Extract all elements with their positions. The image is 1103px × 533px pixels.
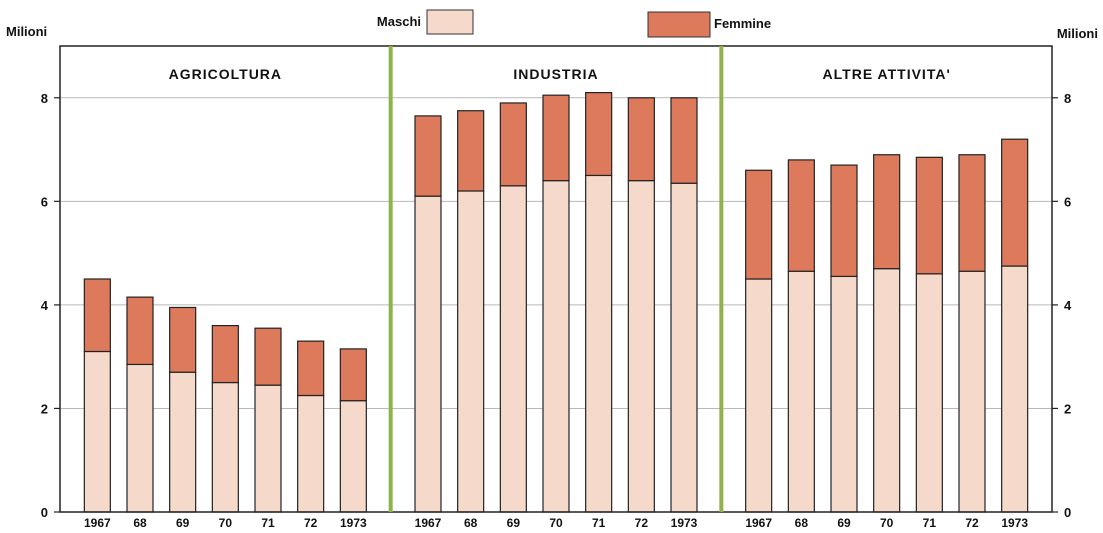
x-tick-label: 70: [219, 516, 233, 530]
y-tick-label-left: 4: [41, 298, 49, 313]
bar-maschi: [670, 182, 698, 513]
panel-title: ALTRE ATTIVITA': [823, 66, 951, 82]
y-tick-label-left: 2: [41, 401, 48, 416]
legend-swatch-femmine: [647, 11, 711, 38]
bar-femmine: [297, 340, 325, 397]
y-tick-label-right: 2: [1064, 401, 1071, 416]
bar-femmine: [745, 169, 773, 280]
labels-layer: Milioni Milioni 0 02 24 46 68 8AGRICOLTURA196…: [6, 24, 1098, 530]
x-tick-label: 68: [464, 516, 478, 530]
x-tick-label: 1973: [671, 516, 698, 530]
plot-frame: [59, 45, 1053, 513]
x-tick-label: 69: [507, 516, 521, 530]
bar-maschi: [1001, 265, 1029, 513]
y-axis-label-right: Milioni: [1057, 26, 1098, 41]
x-tick-label: 72: [965, 516, 979, 530]
bar-maschi: [457, 190, 485, 513]
bar-maschi: [211, 381, 239, 513]
bar-femmine: [585, 91, 613, 177]
x-tick-label: 68: [133, 516, 147, 530]
bar-maschi: [787, 270, 815, 513]
x-tick-label: 69: [176, 516, 190, 530]
legend-label-femmine: Femmine: [714, 16, 771, 31]
y-axis-label-left: Milioni: [6, 24, 47, 39]
bar-femmine: [457, 110, 485, 192]
bar-femmine: [83, 278, 111, 353]
bar-maschi: [542, 180, 570, 513]
bar-femmine: [499, 102, 527, 187]
bar-maschi: [126, 363, 154, 513]
bar-femmine: [414, 115, 442, 197]
frame-layer: [59, 45, 1053, 513]
x-tick-label: 69: [837, 516, 851, 530]
x-tick-label: 68: [795, 516, 809, 530]
bar-maschi: [830, 275, 858, 513]
bar-maschi: [627, 180, 655, 513]
x-tick-label: 1967: [745, 516, 772, 530]
bar-femmine: [787, 159, 815, 272]
bar-femmine: [211, 325, 239, 384]
bar-maschi: [585, 174, 613, 513]
y-tick-label-right: 8: [1064, 91, 1071, 106]
bar-maschi: [499, 185, 527, 513]
bar-femmine: [339, 348, 367, 402]
bar-femmine: [126, 296, 154, 366]
bar-maschi: [339, 400, 367, 513]
bar-maschi: [745, 278, 773, 513]
bar-maschi: [873, 268, 901, 513]
x-tick-label: 70: [549, 516, 563, 530]
bar-femmine: [1001, 138, 1029, 267]
bar-maschi: [254, 384, 282, 513]
y-tick-label-right: 4: [1064, 298, 1072, 313]
legend-label-maschi: Maschi: [377, 14, 421, 29]
x-tick-label: 1967: [84, 516, 111, 530]
x-tick-label: 71: [592, 516, 606, 530]
bar-femmine: [670, 97, 698, 184]
bar-femmine: [958, 154, 986, 272]
bar-femmine: [254, 327, 282, 386]
bar-femmine: [873, 154, 901, 270]
x-tick-label: 71: [923, 516, 937, 530]
x-tick-label: 72: [304, 516, 318, 530]
x-tick-label: 1967: [415, 516, 442, 530]
x-tick-label: 72: [635, 516, 649, 530]
legend-swatch-maschi: [426, 9, 474, 35]
y-tick-label-right: 0: [1064, 505, 1071, 520]
bar-femmine: [542, 94, 570, 182]
bar-femmine: [627, 97, 655, 182]
bar-femmine: [169, 306, 197, 373]
bar-maschi: [958, 270, 986, 513]
y-tick-label-left: 8: [41, 91, 48, 106]
legend: Maschi Femmine: [377, 9, 771, 38]
x-tick-label: 70: [880, 516, 894, 530]
bar-maschi: [169, 371, 197, 513]
panel-title: AGRICOLTURA: [169, 66, 282, 82]
bar-maschi: [83, 350, 111, 513]
bar-femmine: [915, 156, 943, 275]
bar-maschi: [915, 273, 943, 513]
bar-maschi: [297, 394, 325, 513]
x-tick-label: 71: [261, 516, 275, 530]
x-tick-label: 1973: [340, 516, 367, 530]
bars-layer: [83, 91, 1029, 513]
y-tick-label-right: 6: [1064, 194, 1071, 209]
panel-title: INDUSTRIA: [513, 66, 598, 82]
panel-dividers: [388, 46, 724, 512]
y-tick-label-left: 6: [41, 194, 48, 209]
y-tick-label-left: 0: [41, 505, 48, 520]
x-tick-label: 1973: [1001, 516, 1028, 530]
bar-femmine: [830, 164, 858, 278]
bar-maschi: [414, 195, 442, 513]
